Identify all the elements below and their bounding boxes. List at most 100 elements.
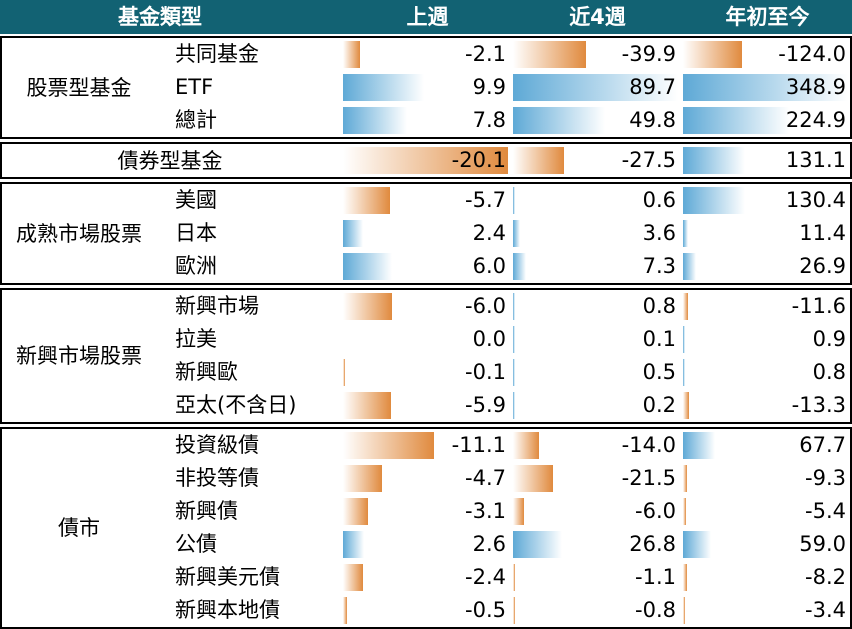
- bar-mark: [683, 531, 711, 558]
- value-label: 224.9: [785, 108, 846, 132]
- bar-mark: [683, 253, 696, 280]
- bar-mark: [683, 187, 745, 214]
- row-label: 非投等債: [175, 466, 259, 490]
- value-label: -21.5: [621, 466, 676, 490]
- value-label: -20.1: [451, 148, 506, 172]
- bar-mark: [343, 293, 392, 320]
- bar-mark: [513, 564, 515, 591]
- value-label: -13.3: [791, 393, 846, 417]
- bar-mark: [513, 359, 515, 386]
- bar-mark: [683, 293, 688, 320]
- value-label: 131.1: [785, 148, 846, 172]
- value-label: 26.8: [629, 532, 676, 556]
- bar-mark: [343, 498, 368, 525]
- group-label: 成熟市場股票: [16, 221, 142, 246]
- group-box: [0, 182, 852, 285]
- bar-mark: [343, 41, 360, 68]
- value-label: -1.1: [635, 565, 676, 589]
- value-label: 0.2: [642, 393, 676, 417]
- value-label: 9.9: [472, 75, 506, 99]
- value-label: -124.0: [778, 42, 846, 66]
- bar-mark: [683, 74, 848, 101]
- value-label: 59.0: [799, 532, 846, 556]
- bar-mark: [343, 187, 390, 214]
- bar-mark: [683, 147, 745, 174]
- value-label: 6.0: [472, 254, 506, 278]
- bar-mark: [513, 531, 562, 558]
- row-label: 新興美元債: [175, 565, 280, 589]
- value-label: 0.5: [642, 360, 676, 384]
- bar-mark: [513, 41, 586, 68]
- value-label: -3.4: [805, 598, 846, 622]
- value-label: 3.6: [642, 221, 676, 245]
- row-label: ETF: [175, 75, 214, 99]
- group-label: 新興市場股票: [16, 344, 142, 368]
- row-label: 拉美: [175, 327, 217, 351]
- value-label: -14.0: [621, 433, 676, 457]
- value-label: -27.5: [621, 148, 676, 172]
- bar-mark: [683, 498, 686, 525]
- bar-mark: [343, 107, 407, 134]
- value-label: -11.6: [791, 294, 846, 318]
- value-label: 11.4: [799, 221, 846, 245]
- value-label: -2.1: [465, 42, 506, 66]
- bar-mark: [683, 392, 689, 419]
- value-label: -0.1: [465, 360, 506, 384]
- bar-mark: [513, 326, 515, 353]
- value-label: 7.3: [642, 254, 676, 278]
- bar-mark: [343, 220, 363, 247]
- bar-mark: [683, 41, 742, 68]
- value-label: -11.1: [451, 433, 506, 457]
- value-label: 0.8: [642, 294, 676, 318]
- row-label: 新興市場: [175, 294, 259, 318]
- value-label: -39.9: [621, 42, 676, 66]
- bar-mark: [683, 220, 688, 247]
- value-label: 0.8: [812, 360, 846, 384]
- value-label: -5.9: [465, 393, 506, 417]
- row-label: 總計: [175, 108, 217, 132]
- bar-mark: [683, 432, 715, 459]
- bar-mark: [513, 465, 553, 492]
- row-label: 公債: [175, 532, 217, 556]
- group-box: [0, 288, 852, 424]
- bar-mark: [513, 147, 564, 174]
- bar-mark: [513, 220, 520, 247]
- value-label: 67.7: [799, 433, 846, 457]
- bar-mark: [343, 359, 345, 386]
- bar-mark: [513, 107, 605, 134]
- bar-mark: [513, 74, 678, 101]
- bar-mark: [513, 432, 539, 459]
- value-label: -0.5: [465, 598, 506, 622]
- value-label: -0.8: [635, 598, 676, 622]
- value-label: -6.0: [635, 499, 676, 523]
- value-label: 26.9: [799, 254, 846, 278]
- value-label: 0.0: [472, 327, 506, 351]
- bar-mark: [343, 392, 391, 419]
- value-label: -2.4: [465, 565, 506, 589]
- value-label: 0.6: [642, 188, 676, 212]
- row-label: 新興本地債: [175, 598, 280, 622]
- bar-mark: [513, 187, 515, 214]
- group-box: [0, 142, 852, 179]
- value-label: 0.9: [812, 327, 846, 351]
- header-ytd: 年初至今: [725, 5, 810, 29]
- bar-mark: [513, 392, 515, 419]
- bar-mark: [513, 253, 526, 280]
- value-label: 2.6: [472, 532, 506, 556]
- group-label: 債市: [58, 516, 100, 540]
- row-label: 日本: [175, 221, 217, 245]
- value-label: 130.4: [785, 188, 846, 212]
- bar-mark: [683, 107, 789, 134]
- value-label: -5.7: [465, 188, 506, 212]
- group-box: [0, 36, 852, 139]
- bar-mark: [343, 253, 392, 280]
- row-label: 新興債: [175, 499, 238, 523]
- bar-mark: [343, 465, 382, 492]
- header-bar: [0, 0, 852, 34]
- bar-mark: [683, 465, 687, 492]
- bar-mark: [683, 359, 685, 386]
- value-label: -6.0: [465, 294, 506, 318]
- bar-mark: [513, 498, 524, 525]
- row-label: 共同基金: [175, 42, 259, 66]
